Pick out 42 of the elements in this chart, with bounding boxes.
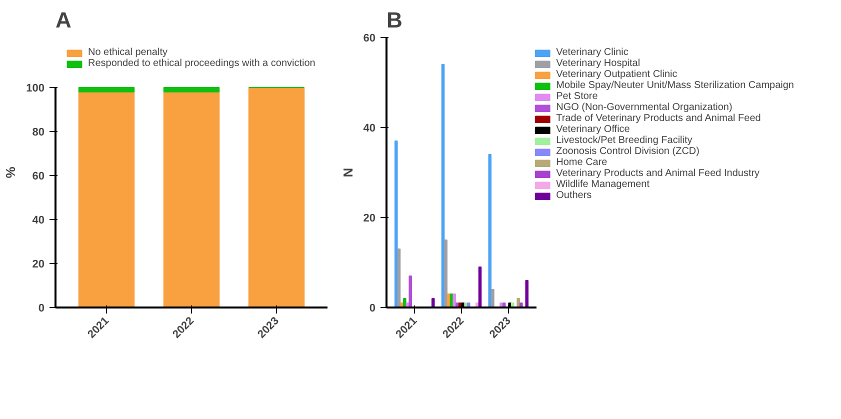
y-tick-label: 60: [363, 32, 376, 44]
chart-title: B: [386, 8, 402, 32]
bar: [403, 298, 406, 308]
legend-label: Veterinary Hospital: [556, 58, 640, 69]
y-tick-label: 80: [32, 126, 45, 138]
legend-label: Veterinary Clinic: [556, 47, 628, 58]
bar: [525, 280, 529, 308]
legend-label: Mobile Spay/Neuter Unit/Mass Sterilization Campaign: [556, 80, 794, 91]
legend-label: Livestock/Pet Breeding Facility: [556, 135, 692, 146]
bar: [452, 294, 456, 308]
legend-label: NGO (Non-Governmental Organization): [556, 102, 732, 113]
legend-label: Wildlife Management: [556, 179, 650, 190]
y-tick-label: 20: [32, 258, 45, 270]
bar: [408, 276, 412, 308]
bar: [397, 248, 401, 308]
y-tick-label: 60: [32, 170, 45, 182]
y-tick-label: 40: [363, 122, 376, 134]
bar: [516, 298, 520, 308]
legend-label: Veterinary Office: [556, 124, 630, 135]
y-tick-label: 0: [369, 302, 376, 314]
bar: [478, 266, 482, 308]
bar: [431, 298, 435, 308]
legend-label: Responded to ethical proceedings with a conviction: [88, 58, 316, 69]
y-axis-title: %: [3, 166, 18, 178]
legend-label: Trade of Veterinary Products and Animal Feed: [556, 113, 761, 124]
legend-label: Outhers: [556, 190, 592, 201]
legend-label: Veterinary Outpatient Clinic: [556, 69, 678, 80]
y-axis-title: N: [340, 168, 356, 178]
legend-label: Pet Store: [556, 91, 598, 102]
y-tick-label: 20: [363, 212, 376, 224]
y-tick-label: 0: [38, 302, 45, 314]
legend-label: Zoonosis Control Division (ZCD): [556, 146, 700, 157]
bar: [394, 140, 398, 308]
legend-label: Veterinary Products and Animal Feed Industry: [556, 168, 760, 179]
bar: [491, 289, 494, 308]
legend-label: No ethical penalty: [88, 47, 168, 58]
chart-title: A: [56, 8, 72, 32]
y-tick-label: 40: [32, 214, 45, 226]
y-tick-label: 100: [26, 82, 45, 94]
legend-label: Home Care: [556, 157, 608, 168]
bar: [444, 240, 448, 308]
bar: [488, 154, 492, 308]
